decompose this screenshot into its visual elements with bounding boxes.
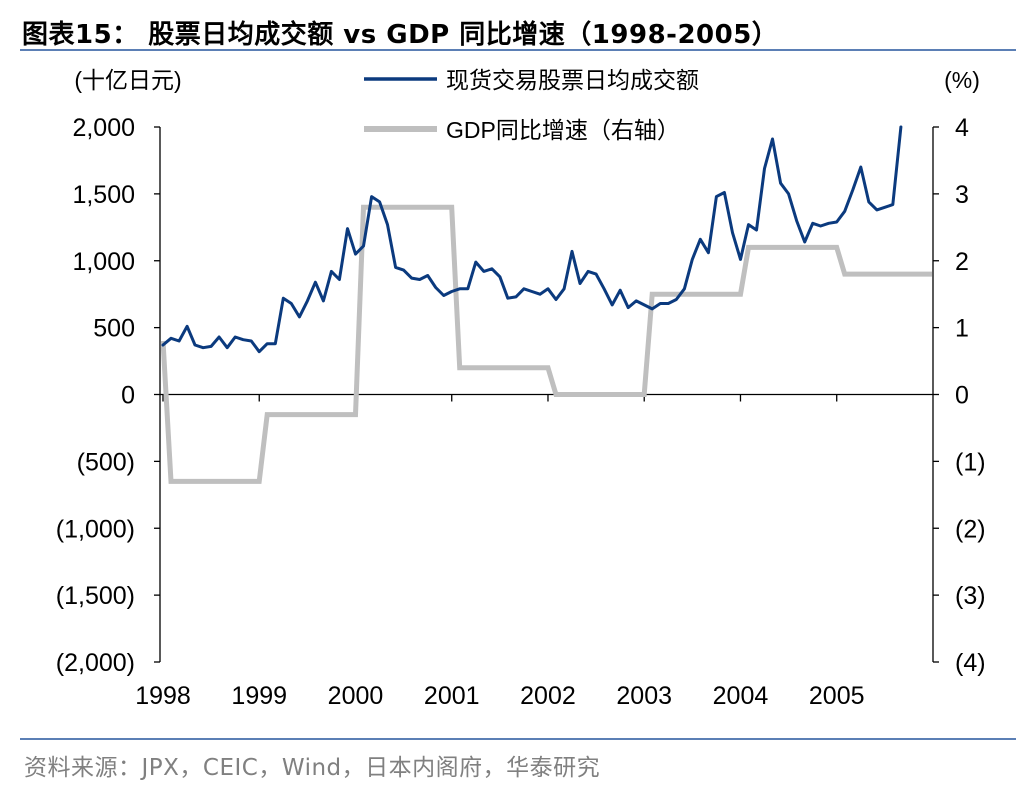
left-tick-label: (500): [77, 448, 135, 476]
right-tick-label: 4: [955, 114, 969, 142]
legend: 现货交易股票日均成交额 GDP同比增速（右轴）: [364, 67, 699, 143]
left-tick-label: (2,000): [56, 649, 135, 677]
x-tick-label: 2005: [809, 682, 865, 710]
left-tick-label: 1,500: [72, 181, 135, 209]
left-tick-label: 0: [121, 382, 135, 410]
right-tick-label: (4): [955, 649, 986, 677]
source-note: 资料来源：JPX，CEIC，Wind，日本内阁府，华泰研究: [24, 755, 601, 781]
title-divider: [20, 49, 1016, 51]
right-tick-label: (3): [955, 582, 986, 610]
right-tick-label: 2: [955, 248, 969, 276]
left-tick-label: (1,500): [56, 582, 135, 610]
left-tick-label: 500: [93, 315, 135, 343]
right-tick-label: (1): [955, 448, 986, 476]
x-tick-label: 2003: [616, 682, 672, 710]
legend-label-stock: 现货交易股票日均成交额: [446, 67, 699, 93]
left-tick-label: 2,000: [72, 114, 135, 142]
x-tick-label: 2002: [520, 682, 576, 710]
left-axis-unit: (十亿日元): [74, 67, 181, 93]
right-tick-label: 1: [955, 315, 969, 343]
x-tick-label: 1999: [231, 682, 287, 710]
right-axis-unit: (%): [944, 67, 980, 93]
right-tick-label: 0: [955, 382, 969, 410]
chart-axes: 2,000 1,500 1,000 500 0 (500) (1,000) (1,500) (2…: [56, 67, 986, 710]
source-divider: [20, 738, 1016, 740]
right-tick-label: 3: [955, 181, 969, 209]
series-line-stock: [161, 125, 903, 354]
x-tick-label: 2004: [713, 682, 769, 710]
series-layer: [160, 125, 932, 484]
x-tick-label: 2000: [328, 682, 384, 710]
series-line-gdp: [160, 204, 932, 484]
legend-label-gdp: GDP同比增速（右轴）: [446, 117, 680, 143]
chart-title: 图表15： 股票日均成交额 vs GDP 同比增速（1998-2005）: [22, 20, 779, 50]
left-tick-label: (1,000): [56, 515, 135, 543]
left-tick-label: 1,000: [72, 248, 135, 276]
x-tick-label: 1998: [135, 682, 191, 710]
right-tick-label: (2): [955, 515, 986, 543]
x-tick-label: 2001: [424, 682, 480, 710]
